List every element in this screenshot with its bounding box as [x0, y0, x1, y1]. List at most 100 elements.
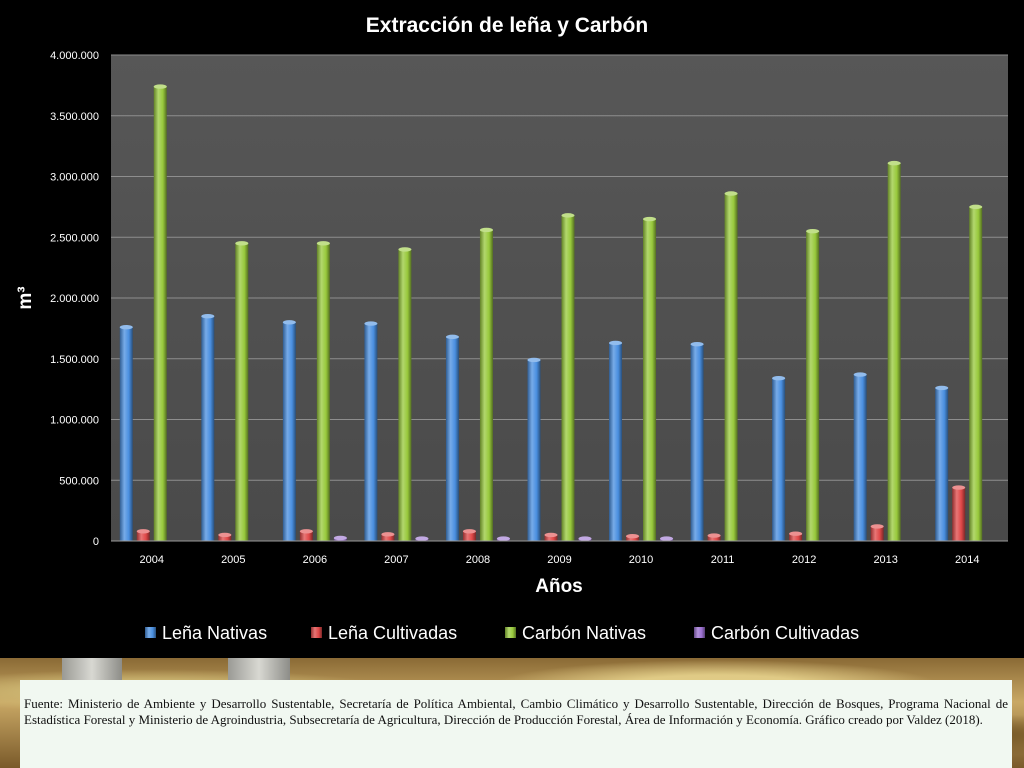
bar-top [364, 321, 378, 326]
bar-top [952, 485, 966, 490]
y-axis-label: m³ [15, 286, 36, 309]
bar [789, 533, 803, 541]
source-note-box: Fuente: Ministerio de Ambiente y Desarro… [20, 680, 1012, 768]
bar [643, 219, 657, 541]
bar-top [935, 385, 949, 391]
y-tick-label: 0 [93, 536, 99, 548]
bar [969, 206, 983, 541]
tree-trunk-right [228, 658, 290, 682]
bar-top [772, 375, 786, 381]
bar-top [299, 529, 313, 534]
bar-top [527, 357, 541, 363]
bar [707, 535, 721, 541]
bar [218, 534, 232, 541]
bar [853, 374, 867, 541]
tree-trunk-left [62, 658, 122, 682]
x-tick-label: 2009 [547, 554, 571, 566]
bar-top [415, 536, 429, 541]
x-tick-label: 2014 [955, 554, 979, 566]
bar [445, 336, 459, 541]
y-tick-label: 1.000.000 [50, 415, 99, 427]
bar-top [136, 529, 150, 534]
x-tick-label: 2008 [466, 554, 490, 566]
bar [316, 243, 330, 541]
y-tick-label: 2.500.000 [50, 232, 99, 244]
y-tick-label: 3.000.000 [50, 172, 99, 184]
x-tick-label: 2010 [629, 554, 653, 566]
bar-top [544, 532, 558, 538]
bar [806, 231, 820, 542]
bar-top [969, 204, 983, 210]
bar [527, 359, 541, 541]
bar-top [282, 320, 296, 325]
bar-top [643, 216, 657, 222]
y-tick-label: 500.000 [59, 475, 99, 487]
x-tick-label: 2007 [384, 554, 408, 566]
bar-top [707, 533, 721, 538]
legend: Leña Nativas Leña Cultivadas Carbón Nativa… [145, 623, 859, 643]
bar [136, 531, 150, 541]
bar-top [853, 372, 867, 377]
bar [462, 531, 476, 541]
y-tick-label: 2.000.000 [50, 293, 99, 305]
bar-top [153, 84, 167, 89]
bar-top [496, 536, 510, 541]
bar [282, 322, 296, 541]
bar-top [789, 531, 803, 536]
x-tick-label: 2012 [792, 554, 816, 566]
source-note: Fuente: Ministerio de Ambiente y Desarro… [24, 696, 1008, 727]
bar-top [445, 334, 459, 340]
bar [201, 316, 215, 541]
bar [690, 344, 704, 541]
bar [561, 215, 575, 541]
bar [626, 536, 640, 541]
bar-top [119, 324, 133, 330]
bar-top [381, 532, 395, 537]
legend-swatch [694, 627, 705, 638]
bar-top [609, 340, 623, 346]
legend-label: Carbón Cultivadas [711, 623, 859, 643]
x-tick-label: 2006 [303, 554, 327, 566]
bar-top [201, 314, 215, 319]
bar-top [316, 241, 330, 246]
bar [724, 193, 738, 541]
bar [153, 86, 167, 541]
bar-top [218, 532, 232, 538]
bar-top [578, 536, 592, 541]
legend-label: Leña Nativas [162, 623, 267, 643]
bar-top [479, 227, 493, 233]
x-axis-label: Años [535, 576, 583, 597]
chart-title: Extracción de leña y Carbón [366, 14, 648, 37]
bar-top [626, 533, 640, 539]
legend-swatch [311, 627, 322, 638]
bar [299, 531, 313, 541]
bar-top [660, 536, 674, 541]
bar [235, 243, 249, 541]
bar-top [462, 529, 476, 534]
legend-label: Carbón Nativas [522, 623, 646, 643]
bar-top [887, 160, 901, 166]
bar [935, 387, 949, 541]
chart: 0 500.000 1.000.000 1.500.000 2.000.000 2.500… [15, 14, 1008, 643]
bar-top [333, 535, 347, 541]
bar-top [806, 228, 820, 234]
bar [887, 163, 901, 541]
bar-top [870, 524, 884, 529]
bar [381, 534, 395, 541]
bar [364, 323, 378, 541]
bar [952, 487, 966, 541]
bar [544, 534, 558, 541]
x-tick-label: 2013 [873, 554, 897, 566]
bar-top [561, 213, 575, 218]
y-tick-label: 3.500.000 [50, 111, 99, 123]
bar [870, 526, 884, 541]
bar-top [724, 191, 738, 196]
bar [479, 229, 493, 541]
x-tick-label: 2011 [711, 554, 735, 566]
bar [609, 342, 623, 541]
legend-swatch [145, 627, 156, 638]
bar [398, 249, 412, 541]
x-tick-label: 2004 [140, 554, 164, 566]
y-tick-label: 1.500.000 [50, 354, 99, 366]
bar-top [690, 341, 704, 347]
